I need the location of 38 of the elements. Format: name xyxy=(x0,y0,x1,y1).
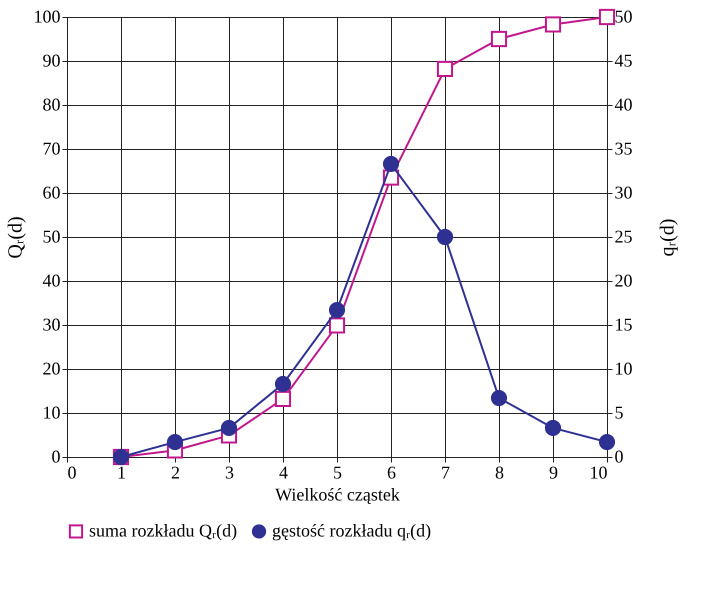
y2-tick-label: 15 xyxy=(614,314,632,334)
x-tick-label: 2 xyxy=(171,462,180,482)
y-axis-title: Qᵣ(d) xyxy=(4,216,26,259)
legend-label: suma rozkładu Qᵣ(d) xyxy=(89,520,238,540)
y2-tick-label: 5 xyxy=(614,402,624,422)
y2-tick-label: 0 xyxy=(614,446,624,466)
y-tick-label: 100 xyxy=(34,6,60,26)
x-tick-label: 9 xyxy=(549,462,558,482)
y2-tick-label: 35 xyxy=(614,138,632,158)
y-tick-label: 70 xyxy=(42,138,60,158)
x-tick-label: 4 xyxy=(279,462,288,482)
y-tick-label: 0 xyxy=(52,446,60,466)
y-tick-label: 40 xyxy=(42,270,60,290)
y-tick-label: 90 xyxy=(42,50,60,70)
y2-tick-label: 40 xyxy=(614,94,632,114)
y2-tick-label: 20 xyxy=(614,270,632,290)
x-tick-label: 7 xyxy=(441,462,450,482)
x-axis-title: Wielkość cząstek xyxy=(275,484,400,504)
y2-tick-label: 30 xyxy=(614,182,632,202)
y-tick-label: 20 xyxy=(42,358,60,378)
y2-tick-label: 50 xyxy=(614,6,632,26)
y2-tick-label: 25 xyxy=(614,226,632,246)
x-tick-label: 0 xyxy=(68,462,76,482)
x-tick-label: 10 xyxy=(590,462,608,482)
y2-axis-title: qᵣ(d) xyxy=(656,218,678,256)
legend-label: gęstość rozkładu qᵣ(d) xyxy=(272,520,432,540)
y-tick-label: 30 xyxy=(42,314,60,334)
x-tick-label: 5 xyxy=(333,462,342,482)
y2-tick-label: 45 xyxy=(614,50,632,70)
x-tick-label: 8 xyxy=(495,462,504,482)
x-tick-label: 6 xyxy=(387,462,396,482)
y-tick-label: 10 xyxy=(42,402,60,422)
y2-tick-label: 10 xyxy=(614,358,632,378)
y-tick-label: 50 xyxy=(42,226,60,246)
x-tick-label: 1 xyxy=(117,462,126,482)
y-tick-label: 80 xyxy=(42,94,60,114)
y-tick-label: 60 xyxy=(42,182,60,202)
x-tick-label: 3 xyxy=(225,462,234,482)
